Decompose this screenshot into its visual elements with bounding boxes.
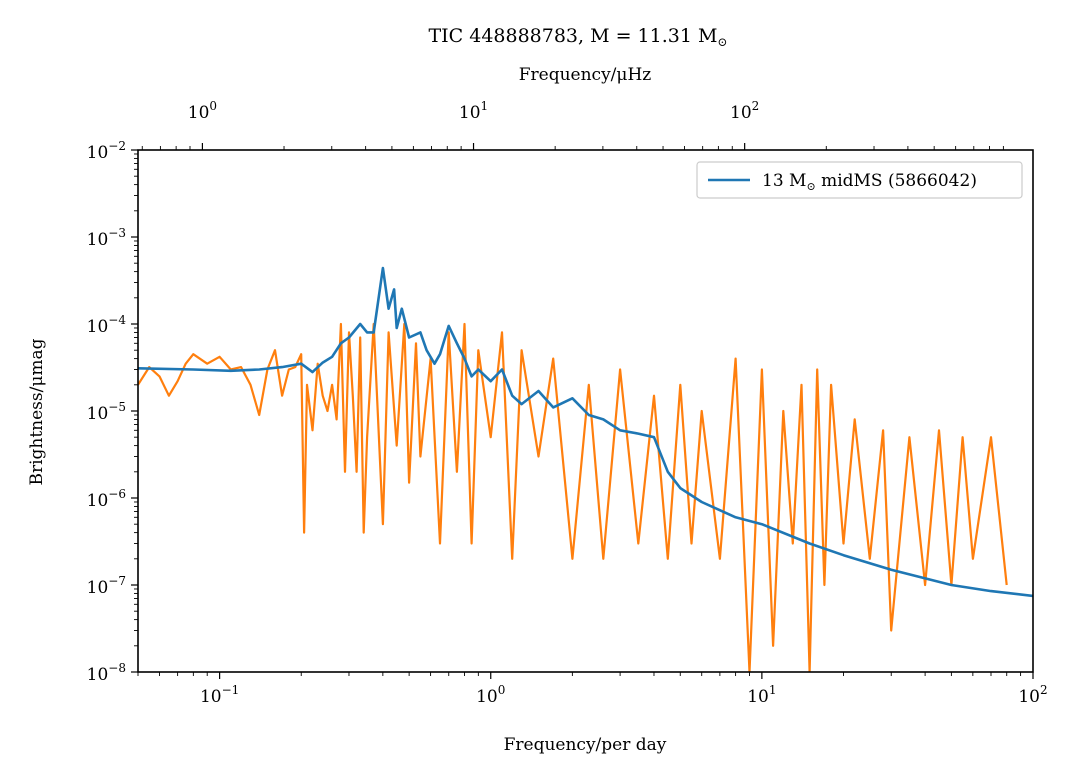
x-tick-label: 10−1 <box>200 683 239 707</box>
top-x-tick-label: 100 <box>188 99 217 123</box>
chart-title-text: TIC 448888783, M = 11.31 M <box>428 25 717 47</box>
legend-label: 13 M⊙ midMS (5866042) <box>762 171 977 193</box>
y-tick-label: 10−3 <box>87 226 126 250</box>
top-x-tick-label: 102 <box>730 99 759 123</box>
y-axis-label: Brightness/μmag <box>27 338 47 485</box>
bottom-x-axis-label: Frequency/per day <box>504 735 667 755</box>
series-line-model-fit <box>138 266 1033 598</box>
legend-label-mass: 13 M <box>762 171 806 191</box>
top-x-tick-label: 101 <box>459 99 488 123</box>
plot-frame <box>137 149 1034 673</box>
legend-label-rest: midMS (5866042) <box>816 171 977 191</box>
x-tick-label: 100 <box>476 683 505 707</box>
series-line-observed-periodogram <box>138 322 1008 672</box>
y-tick-label: 10−5 <box>87 400 126 424</box>
y-tick-label: 10−8 <box>87 661 126 685</box>
y-tick-label: 10−4 <box>87 313 127 337</box>
y-tick-label: 10−2 <box>87 139 126 163</box>
y-tick-label: 10−7 <box>87 574 126 598</box>
x-tick-label: 102 <box>1018 683 1047 707</box>
legend-box <box>696 161 1023 199</box>
legend: 13 M⊙ midMS (5866042) <box>696 161 1023 199</box>
top-x-axis-label: Frequency/μHz <box>519 65 652 85</box>
y-tick-label: 10−6 <box>87 487 126 511</box>
x-tick-label: 101 <box>747 683 776 707</box>
legend-sun-symbol: ⊙ <box>806 180 815 193</box>
chart-title: TIC 448888783, M = 11.31 M⊙ <box>428 25 727 49</box>
title-sun-symbol: ⊙ <box>717 35 727 49</box>
